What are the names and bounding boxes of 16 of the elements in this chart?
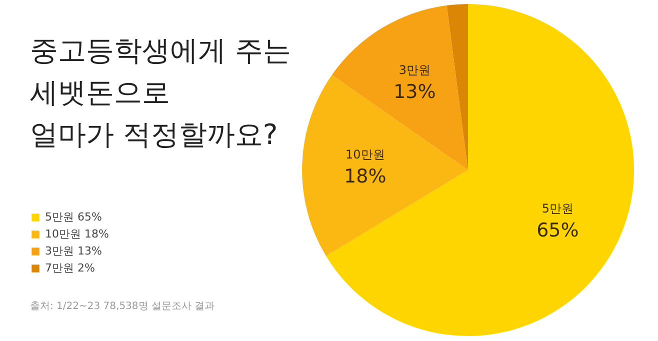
- slice-label: 3만원: [398, 62, 430, 77]
- pie-slice: [446, 4, 468, 170]
- data-label: 65%: [536, 220, 579, 242]
- category-label: 5만원 65%: [45, 210, 102, 224]
- category-label: 3만원 13%: [45, 244, 102, 258]
- slice-label: 10만원: [345, 148, 385, 162]
- category-label: 10만원 18%: [45, 228, 109, 240]
- data-label: 18%: [344, 166, 386, 188]
- source-note: 출처: 1/22~23 78,538명 설문조사 결과: [30, 301, 215, 312]
- slice-label: 5만원: [542, 202, 574, 216]
- text: 중고등학생에게 주는 세뱃돈으로 얼마가 적정할까요?: [30, 34, 291, 151]
- pie-slice: [332, 5, 468, 170]
- legend-label: 7만원 2%: [45, 262, 95, 274]
- pie-slice: [302, 75, 468, 256]
- pie-slice: [326, 4, 634, 336]
- data-label: 13%: [394, 80, 436, 103]
